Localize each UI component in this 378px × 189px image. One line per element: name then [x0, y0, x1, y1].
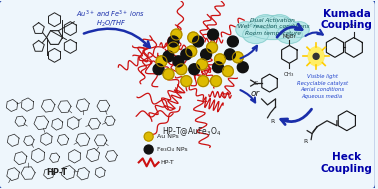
Circle shape [186, 46, 197, 57]
Circle shape [198, 76, 209, 87]
Circle shape [313, 53, 319, 59]
Ellipse shape [247, 16, 298, 40]
Ellipse shape [308, 47, 324, 66]
Circle shape [173, 56, 184, 67]
Circle shape [188, 32, 199, 43]
Circle shape [153, 64, 164, 75]
FancyArrowPatch shape [240, 46, 257, 58]
Circle shape [176, 64, 187, 75]
Ellipse shape [243, 26, 268, 43]
Ellipse shape [268, 15, 290, 29]
FancyArrowPatch shape [277, 24, 302, 37]
Circle shape [144, 145, 153, 154]
Circle shape [144, 132, 153, 141]
Circle shape [232, 52, 243, 63]
Circle shape [189, 64, 200, 75]
Text: H$_2$O/THF: H$_2$O/THF [96, 19, 126, 29]
Circle shape [228, 36, 238, 47]
Text: Fe₃O₄ NPs: Fe₃O₄ NPs [156, 147, 187, 152]
Text: CH$_3$: CH$_3$ [348, 22, 360, 31]
Circle shape [163, 51, 174, 62]
Circle shape [225, 49, 235, 60]
Circle shape [168, 42, 179, 53]
Circle shape [193, 36, 204, 47]
FancyArrowPatch shape [240, 90, 255, 102]
Circle shape [181, 49, 192, 60]
Text: Au$^{3+}$ and Fe$^{3+}$ ions: Au$^{3+}$ and Fe$^{3+}$ ions [76, 9, 146, 20]
Circle shape [156, 56, 167, 67]
Circle shape [207, 42, 217, 53]
Text: MgBr: MgBr [282, 33, 296, 39]
Text: HP-T: HP-T [161, 160, 174, 165]
Ellipse shape [255, 15, 276, 29]
Text: Visible light
Recyclable catalyst
Aerial conditions
Aqueous media: Visible light Recyclable catalyst Aerial… [297, 74, 347, 99]
Circle shape [212, 62, 223, 73]
Ellipse shape [236, 22, 256, 38]
Ellipse shape [289, 22, 309, 38]
Circle shape [208, 29, 218, 40]
Circle shape [215, 54, 225, 65]
Text: Dual Activation
‘Wet’ reaction conditions
Room temperature: Dual Activation ‘Wet’ reaction condition… [236, 18, 309, 36]
Circle shape [223, 66, 233, 77]
FancyArrowPatch shape [305, 30, 323, 36]
Circle shape [171, 29, 182, 40]
Circle shape [211, 76, 222, 87]
Text: Au NPs: Au NPs [156, 134, 178, 139]
Text: CH$_3$: CH$_3$ [284, 70, 295, 79]
Circle shape [197, 59, 208, 70]
Text: HP-T: HP-T [46, 168, 67, 177]
Circle shape [201, 49, 212, 60]
Circle shape [181, 76, 192, 87]
Text: Heck
Coupling: Heck Coupling [321, 153, 373, 174]
Ellipse shape [276, 26, 302, 43]
Text: R: R [270, 119, 275, 124]
Text: C: C [253, 81, 258, 86]
FancyArrowPatch shape [84, 29, 150, 47]
Text: or: or [251, 88, 260, 98]
Text: HP-T@AuFe$_3$O$_4$: HP-T@AuFe$_3$O$_4$ [161, 126, 221, 139]
Circle shape [237, 62, 248, 73]
FancyArrowPatch shape [281, 109, 311, 125]
Circle shape [163, 69, 174, 80]
Circle shape [168, 36, 179, 47]
Text: Kumada
Coupling: Kumada Coupling [321, 9, 373, 30]
Text: R: R [303, 139, 307, 144]
